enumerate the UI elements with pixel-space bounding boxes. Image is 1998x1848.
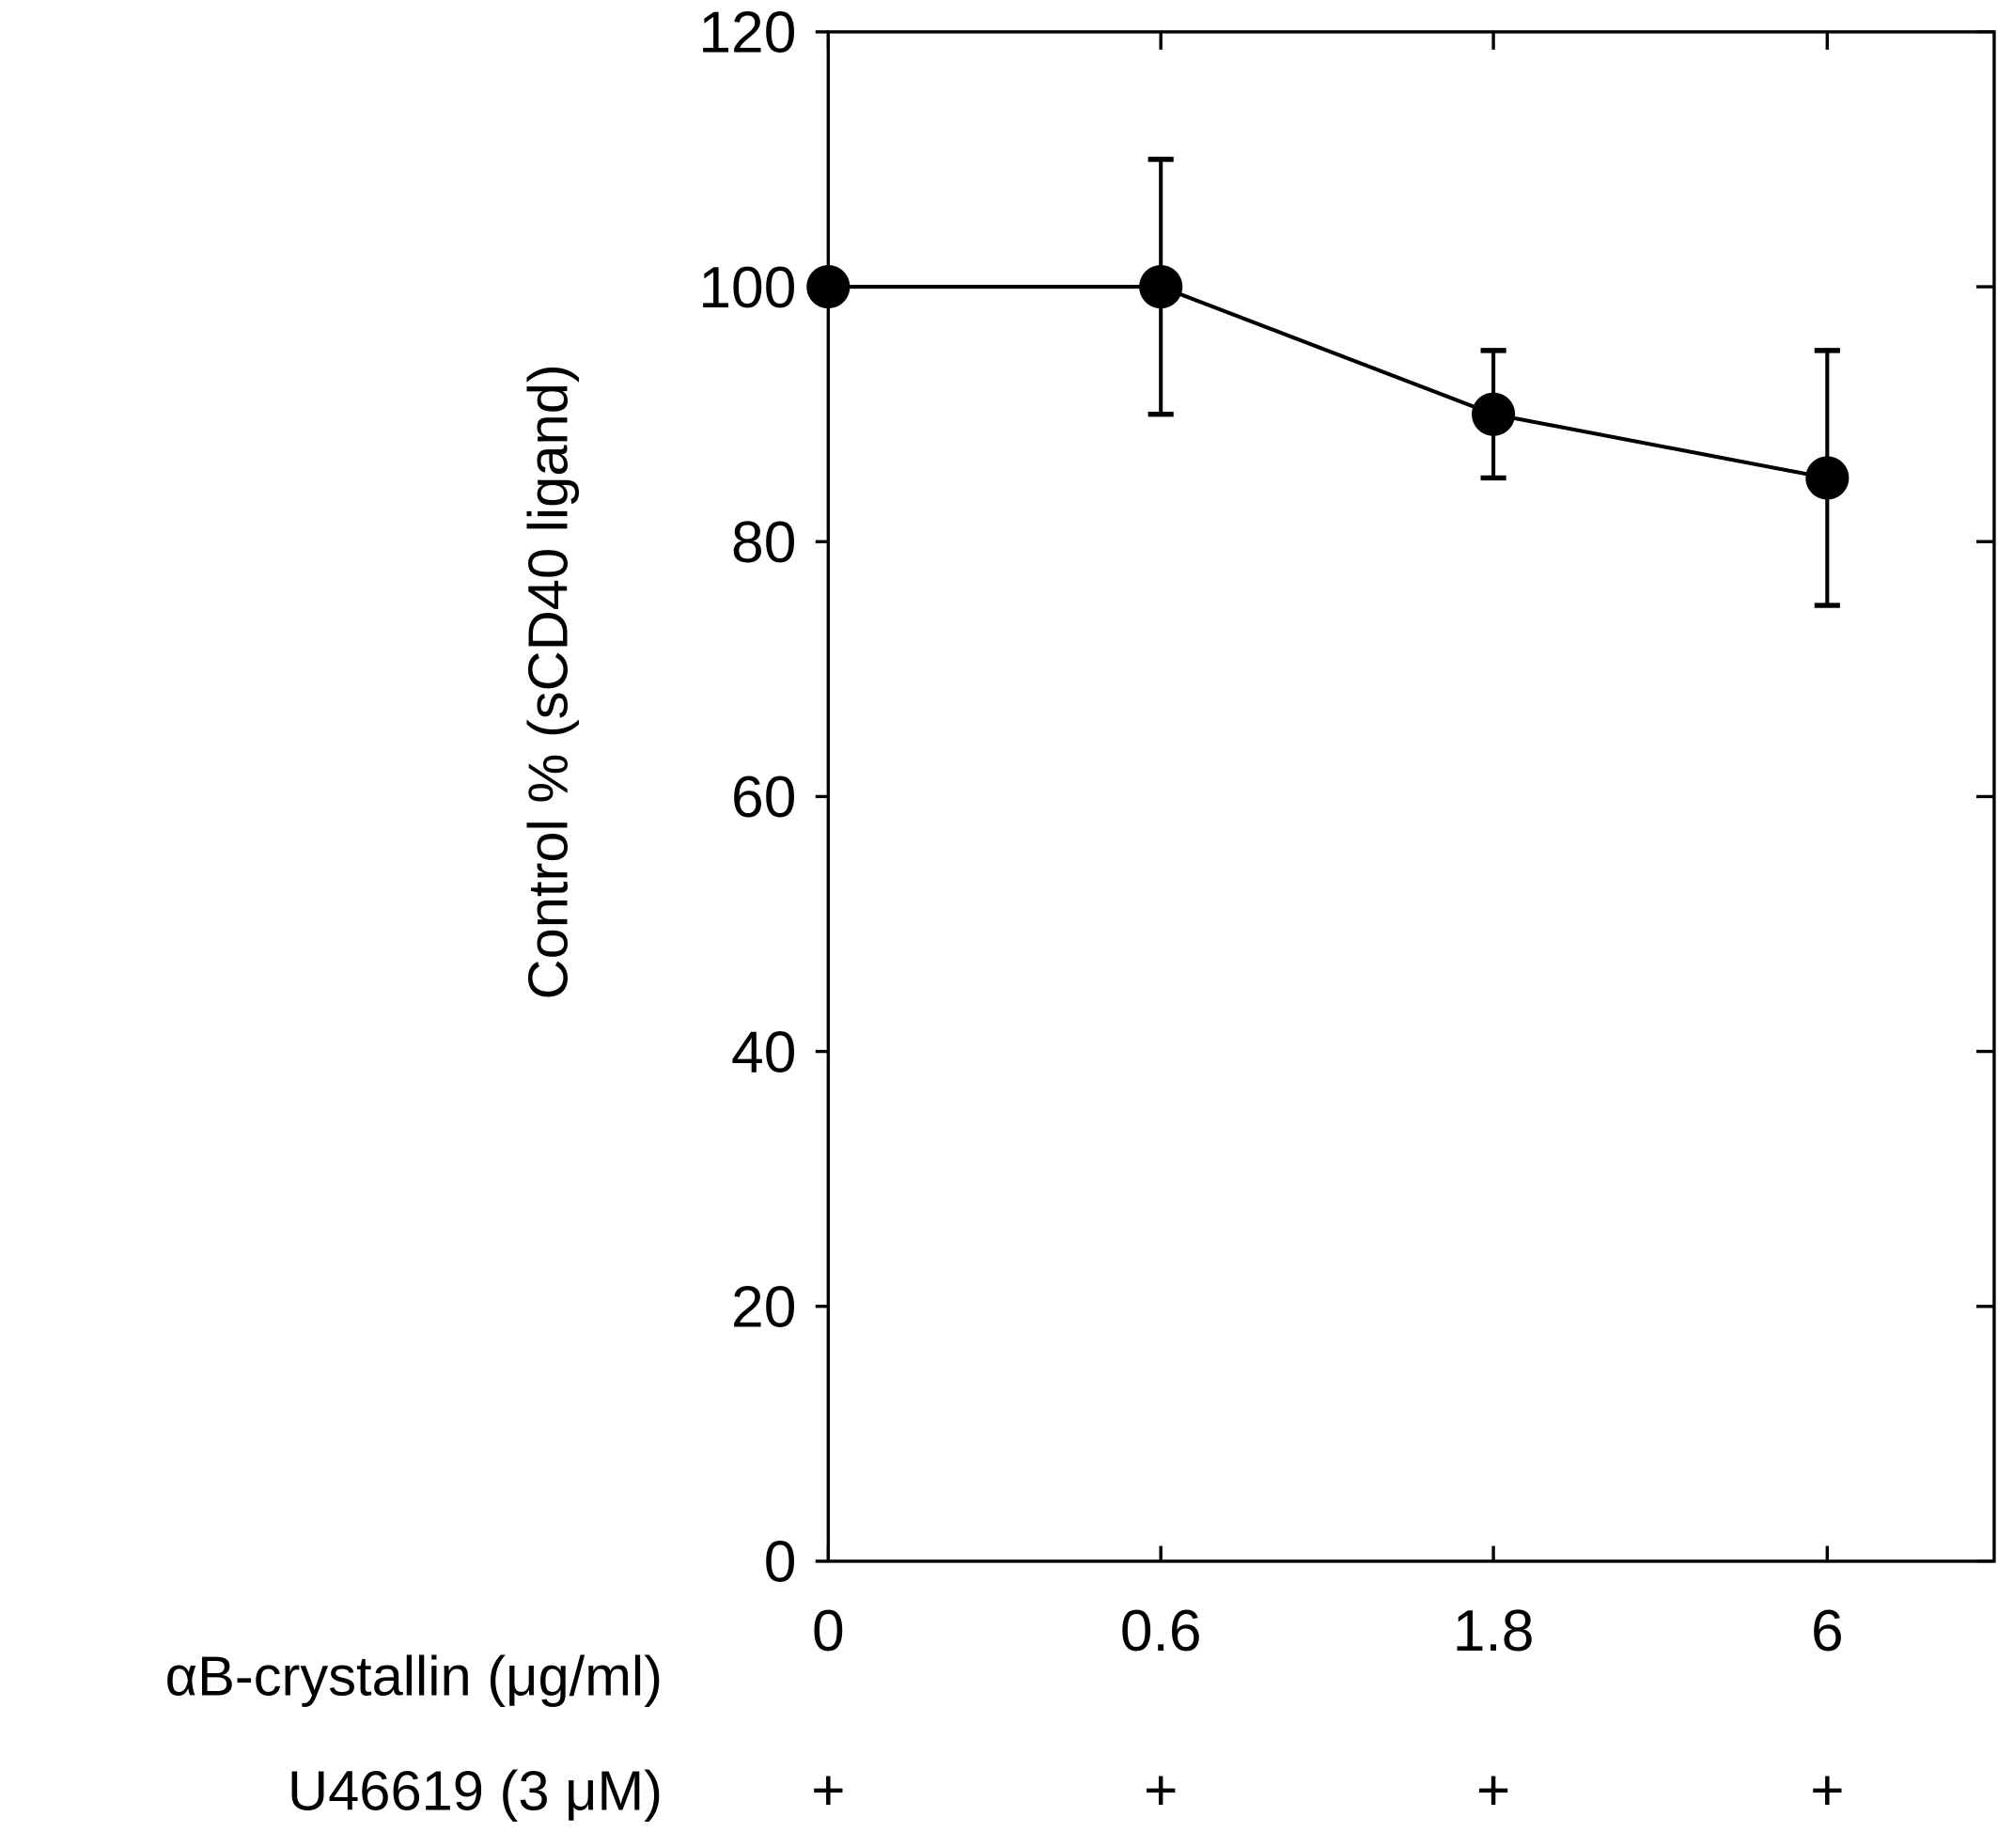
data-point: [1472, 392, 1516, 436]
y-tick-label: 80: [731, 510, 796, 575]
x-axis-label: αB-crystallin (μg/ml): [165, 1644, 663, 1707]
series-line: [828, 285, 1828, 480]
u46619-row-values: + + + +: [811, 1758, 1844, 1823]
data-marks: [806, 156, 1850, 608]
y-tick-label: 0: [764, 1530, 797, 1595]
data-point: [1139, 265, 1183, 309]
u46619-plus-sign: +: [1144, 1758, 1178, 1823]
x-tick-label: 6: [1811, 1599, 1844, 1664]
y-axis-label: Control % (sCD40 ligand): [516, 364, 579, 999]
u46619-plus-sign: +: [1476, 1758, 1510, 1823]
y-tick-label: 120: [698, 1, 796, 66]
plot-frame: [826, 30, 1996, 1563]
y-tick-labels: 0 20 40 60 80 100 120: [698, 1, 796, 1595]
x-tick-labels: 0 0.6 1.8 6: [812, 1599, 1844, 1664]
x-tick-label: 0.6: [1120, 1599, 1202, 1664]
u46619-row-label: U46619 (3 μM): [288, 1759, 663, 1822]
data-point: [806, 265, 851, 309]
data-point: [1805, 456, 1850, 500]
y-tick-label: 100: [698, 256, 796, 321]
y-tick-label: 40: [731, 1020, 796, 1085]
axes: [815, 30, 1996, 1563]
x-tick-label: 0: [812, 1599, 845, 1664]
y-tick-label: 60: [731, 765, 796, 830]
y-tick-label: 20: [731, 1275, 796, 1339]
u46619-plus-sign: +: [811, 1758, 845, 1823]
x-tick-label: 1.8: [1453, 1599, 1535, 1664]
u46619-plus-sign: +: [1810, 1758, 1844, 1823]
